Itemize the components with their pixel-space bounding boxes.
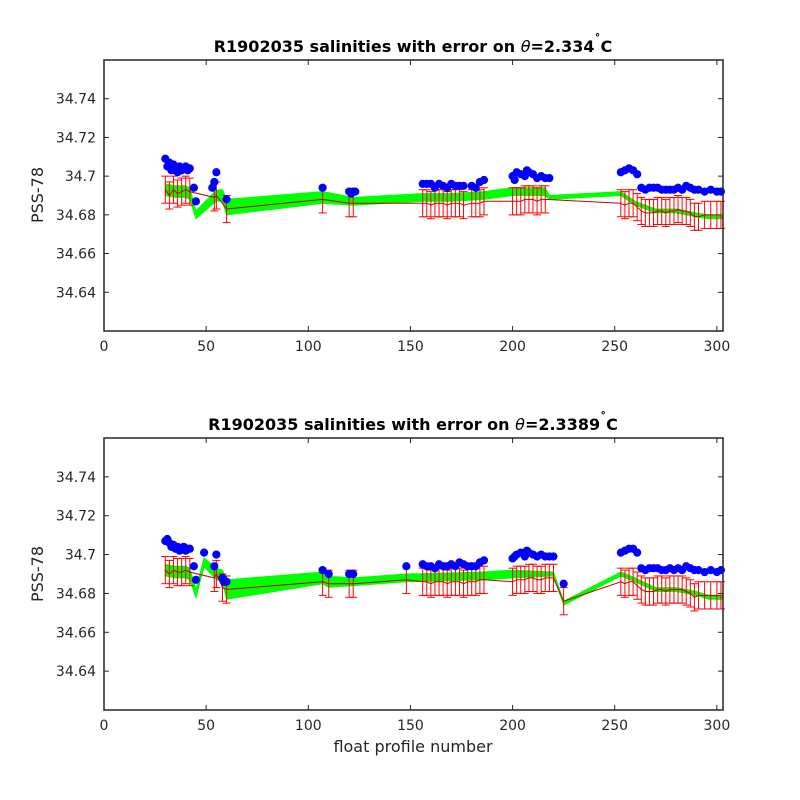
top-ytick: 34.74 bbox=[56, 92, 96, 108]
raw-salinity-point bbox=[633, 170, 642, 179]
bottom-ytick: 34.72 bbox=[56, 509, 96, 525]
raw-salinity-point bbox=[318, 566, 327, 575]
raw-salinity-point bbox=[210, 177, 219, 187]
bottom-chart-xlabel: float profile number bbox=[333, 737, 493, 756]
top-xtick: 100 bbox=[295, 339, 322, 355]
raw-salinity-point bbox=[222, 577, 231, 586]
raw-salinity-point bbox=[191, 575, 201, 584]
raw-salinity-point bbox=[210, 562, 219, 571]
axes-frame bbox=[103, 437, 724, 711]
raw-salinity-point bbox=[459, 181, 468, 190]
bottom-chart-ylabel: PSS-78 bbox=[28, 546, 47, 602]
raw-salinity-point bbox=[189, 562, 198, 571]
bottom-xtick: 50 bbox=[197, 718, 215, 734]
top-ytick: 34.64 bbox=[56, 285, 96, 301]
top-ytick: 34.66 bbox=[56, 247, 96, 263]
calibrated-line bbox=[164, 188, 721, 218]
bottom-xtick: 200 bbox=[499, 718, 526, 734]
top-xtick: 150 bbox=[397, 339, 424, 355]
top-xtick: 300 bbox=[704, 339, 731, 355]
raw-salinity-point bbox=[189, 183, 198, 192]
raw-salinity-point bbox=[351, 187, 360, 196]
bottom-chart-panel: R1902035 salinities with error on θ=2.33… bbox=[28, 410, 730, 756]
raw-salinity-point bbox=[402, 562, 411, 571]
bottom-xtick: 0 bbox=[100, 718, 109, 734]
bottom-xtick: 300 bbox=[704, 718, 731, 734]
top-xtick: 200 bbox=[499, 339, 526, 355]
raw-salinity-point bbox=[545, 173, 554, 183]
bottom-ytick: 34.68 bbox=[56, 586, 96, 602]
raw-salinity-point bbox=[479, 175, 489, 185]
raw-salinity-point bbox=[222, 195, 231, 204]
bottom-ytick: 34.66 bbox=[56, 625, 96, 641]
raw-salinity-point bbox=[200, 548, 209, 557]
top-chart-panel: R1902035 salinities with error on θ=2.33… bbox=[28, 32, 730, 355]
raw-salinity-point bbox=[185, 164, 194, 173]
bottom-chart-title: R1902035 salinities with error on θ=2.33… bbox=[208, 410, 618, 434]
raw-salinity-point bbox=[510, 175, 519, 185]
raw-salinity-point bbox=[185, 544, 194, 553]
top-chart-ylabel: PSS-78 bbox=[28, 167, 47, 223]
bottom-xtick: 250 bbox=[601, 718, 628, 734]
raw-salinity-point bbox=[324, 569, 333, 579]
raw-salinity-point bbox=[191, 197, 201, 206]
axes-frame bbox=[103, 59, 724, 332]
raw-salinity-point bbox=[549, 552, 558, 561]
raw-salinity-point bbox=[212, 168, 221, 177]
top-ytick: 34.72 bbox=[56, 130, 96, 146]
raw-salinity-point bbox=[633, 548, 642, 557]
raw-salinity-point bbox=[318, 183, 327, 192]
bottom-ytick: 34.64 bbox=[56, 664, 96, 680]
top-xtick: 250 bbox=[601, 339, 628, 355]
bottom-xtick: 100 bbox=[295, 718, 322, 734]
bottom-ytick: 34.74 bbox=[56, 470, 96, 486]
raw-salinity-point bbox=[479, 556, 489, 565]
bottom-xtick: 150 bbox=[397, 718, 424, 734]
raw-salinity-point bbox=[471, 183, 480, 192]
raw-salinity-point bbox=[559, 579, 568, 588]
top-ytick: 34.68 bbox=[56, 208, 96, 224]
raw-salinity-point bbox=[212, 550, 221, 559]
top-xtick: 50 bbox=[197, 339, 215, 355]
bottom-ytick: 34.7 bbox=[65, 548, 96, 564]
raw-salinity-point bbox=[349, 569, 358, 579]
top-chart-title: R1902035 salinities with error on θ=2.33… bbox=[214, 32, 613, 56]
top-xtick: 0 bbox=[100, 339, 109, 355]
calibrated-line bbox=[164, 569, 721, 602]
top-ytick: 34.7 bbox=[65, 169, 96, 185]
